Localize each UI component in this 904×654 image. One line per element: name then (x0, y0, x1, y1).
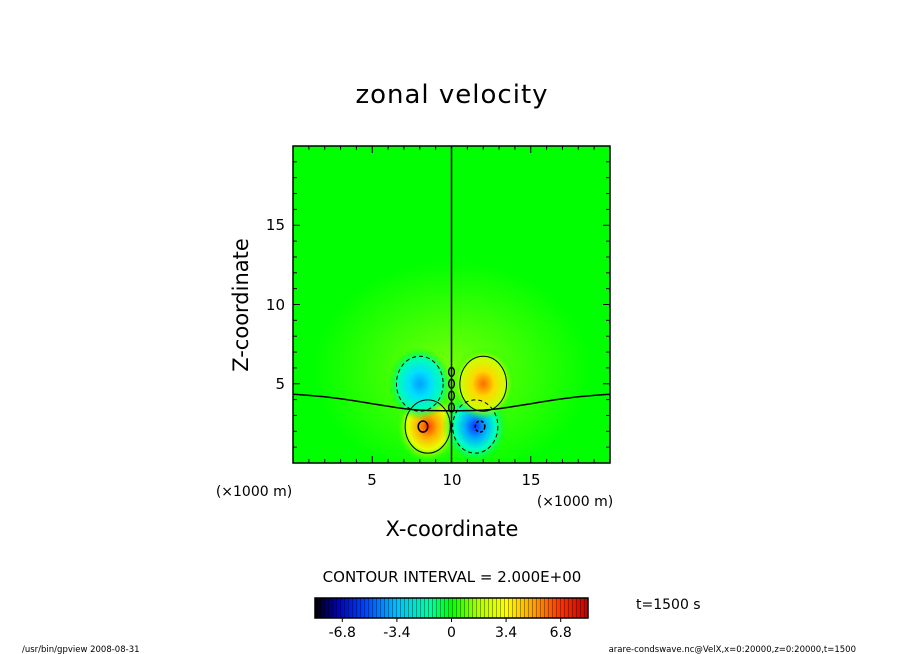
colorbar-tick-label: 3.4 (495, 625, 517, 641)
small-zero-contour (447, 390, 456, 401)
axis-ticks (293, 146, 610, 463)
positive-anomaly (451, 347, 515, 421)
footer-left: /usr/bin/gpview 2008-08-31 (22, 645, 140, 654)
x-axis: 5 10 15 (×1000 m) X-coordinate (367, 471, 613, 541)
footer-right: arare-condswave.nc@VelX,x=0:20000,z=0:20… (609, 645, 856, 654)
y-tick-label: 10 (266, 296, 285, 314)
negative-anomaly (388, 347, 452, 421)
x-tick-label: 15 (521, 471, 540, 489)
y-axis-label: Z-coordinate (229, 238, 253, 372)
small-zero-contour (447, 366, 456, 378)
chart-title: zonal velocity (355, 80, 548, 110)
colorbar: -6.8 -3.4 0 3.4 6.8 (314, 597, 589, 641)
negative-contour (395, 355, 444, 412)
positive-contour (404, 399, 451, 454)
contour-interval-label: CONTOUR INTERVAL = 2.000E+00 (323, 568, 582, 586)
small-zero-contour (447, 402, 456, 413)
colorbar-ticks: -6.8 -3.4 0 3.4 6.8 (329, 618, 572, 641)
zero-contour-horizontal (293, 393, 610, 412)
x-unit-label: (×1000 m) (537, 494, 613, 510)
colorbar-stripes (315, 598, 588, 618)
x-tick-label: 5 (367, 471, 377, 489)
y-axis: 5 10 15 (×1000 m) Z-coordinate (216, 216, 292, 500)
negative-inner-contour (474, 420, 486, 433)
contour-layer (293, 146, 610, 463)
positive-inner-contour (417, 420, 429, 433)
colorbar-tick-label: -3.4 (383, 625, 410, 641)
colorbar-tick-label: -6.8 (329, 625, 356, 641)
negative-contour (452, 399, 499, 454)
colorbar-tick-label: 6.8 (550, 625, 572, 641)
plot-area (293, 146, 610, 463)
y-tick-label: 5 (275, 375, 285, 393)
y-tick-label: 15 (266, 216, 285, 234)
z-unit-label: (×1000 m) (216, 484, 292, 500)
time-label: t=1500 s (636, 597, 701, 613)
x-tick-label: 10 (442, 471, 461, 489)
colorbar-tick-label: 0 (447, 625, 456, 641)
small-zero-contour (447, 378, 456, 389)
positive-contour (459, 355, 508, 412)
x-axis-label: X-coordinate (386, 517, 519, 541)
